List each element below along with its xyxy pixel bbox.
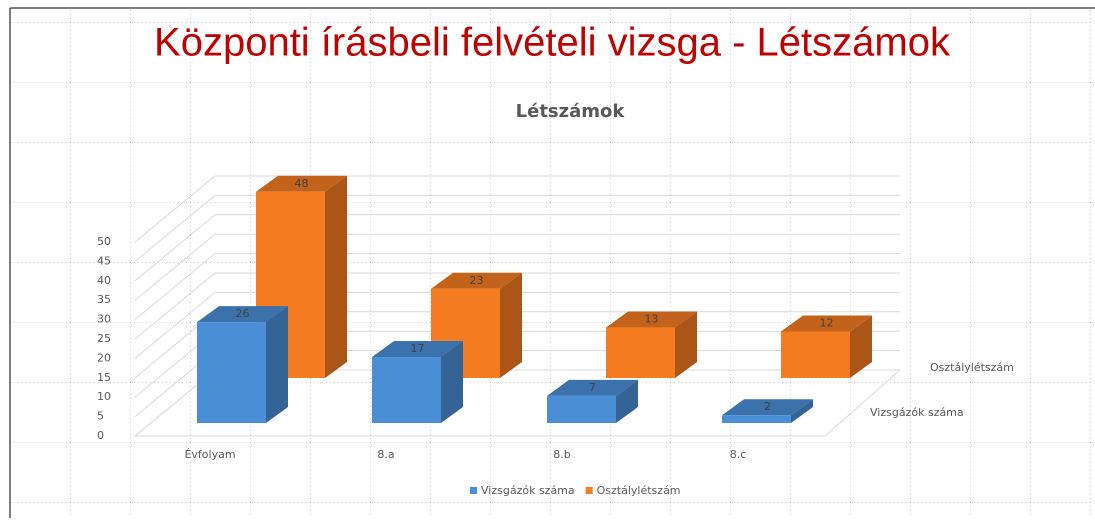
bar <box>547 379 638 423</box>
x-tick-label: 8.a <box>377 448 394 461</box>
bar-side <box>325 175 347 378</box>
bar-top <box>197 306 288 323</box>
depth-label: Vizsgázók száma <box>870 406 964 419</box>
bar-side <box>850 315 872 378</box>
x-tick-label: 8.b <box>553 448 570 461</box>
bar <box>431 272 522 378</box>
depth-label: Osztálylétszám <box>930 361 1014 374</box>
y-tick-label: 30 <box>97 313 111 326</box>
legend-label: Osztálylétszám <box>597 484 681 497</box>
chart-title: Létszámok <box>516 101 626 122</box>
bar-side <box>500 272 522 378</box>
grid-line <box>134 194 900 262</box>
legend-label: Vizsgázók száma <box>481 484 575 497</box>
y-tick-label: 25 <box>97 332 111 345</box>
bar-front <box>372 357 441 423</box>
bar <box>781 315 872 378</box>
bar-top <box>606 311 697 328</box>
data-label: 13 <box>645 313 659 326</box>
bar <box>372 341 463 423</box>
slide-title: Központi írásbeli felvételi vizsga - Lét… <box>154 21 951 65</box>
data-label: 26 <box>236 307 250 320</box>
bar <box>197 306 288 423</box>
bar-side <box>441 341 463 423</box>
bar-side <box>616 379 638 423</box>
y-tick-label: 0 <box>97 429 104 442</box>
bar-front <box>781 331 850 378</box>
bar-top <box>547 379 638 396</box>
bar-top <box>256 175 347 192</box>
data-label: 17 <box>411 342 425 355</box>
y-tick-label: 5 <box>97 410 104 423</box>
data-label: 48 <box>295 177 309 190</box>
bar-front <box>547 395 616 423</box>
grid-line <box>134 253 900 320</box>
data-label: 7 <box>589 381 596 394</box>
y-tick-label: 50 <box>97 235 111 248</box>
bar-top <box>781 315 872 332</box>
data-label: 12 <box>820 316 834 329</box>
bar-top <box>372 341 463 358</box>
x-tick-label: Évfolyam <box>184 448 235 461</box>
legend-swatch <box>585 487 593 494</box>
bar-front <box>606 327 675 378</box>
grid-line <box>134 233 900 301</box>
data-label: 23 <box>470 274 484 287</box>
y-tick-label: 40 <box>97 274 111 287</box>
floor <box>133 369 902 437</box>
bar <box>606 311 697 378</box>
bar-top <box>722 399 813 416</box>
grid-line <box>134 175 900 243</box>
bar-side <box>791 399 813 423</box>
y-tick-label: 45 <box>97 254 111 267</box>
y-tick-label: 35 <box>97 293 111 306</box>
grid-line <box>134 291 900 359</box>
y-tick-label: 10 <box>97 390 111 403</box>
bar-front <box>722 415 791 423</box>
bar <box>722 399 813 423</box>
y-tick-label: 20 <box>97 351 111 364</box>
sheet-grid <box>10 8 1095 518</box>
y-tick-label: 15 <box>97 371 111 384</box>
legend-swatch <box>470 487 477 494</box>
grid-line <box>134 214 900 282</box>
bar-top <box>431 272 522 289</box>
grid-line <box>134 272 900 340</box>
bar-side <box>266 306 288 423</box>
bar-front <box>197 322 266 423</box>
data-label: 2 <box>764 400 771 413</box>
x-tick-label: 8.c <box>730 448 747 461</box>
bar-side <box>675 311 697 378</box>
